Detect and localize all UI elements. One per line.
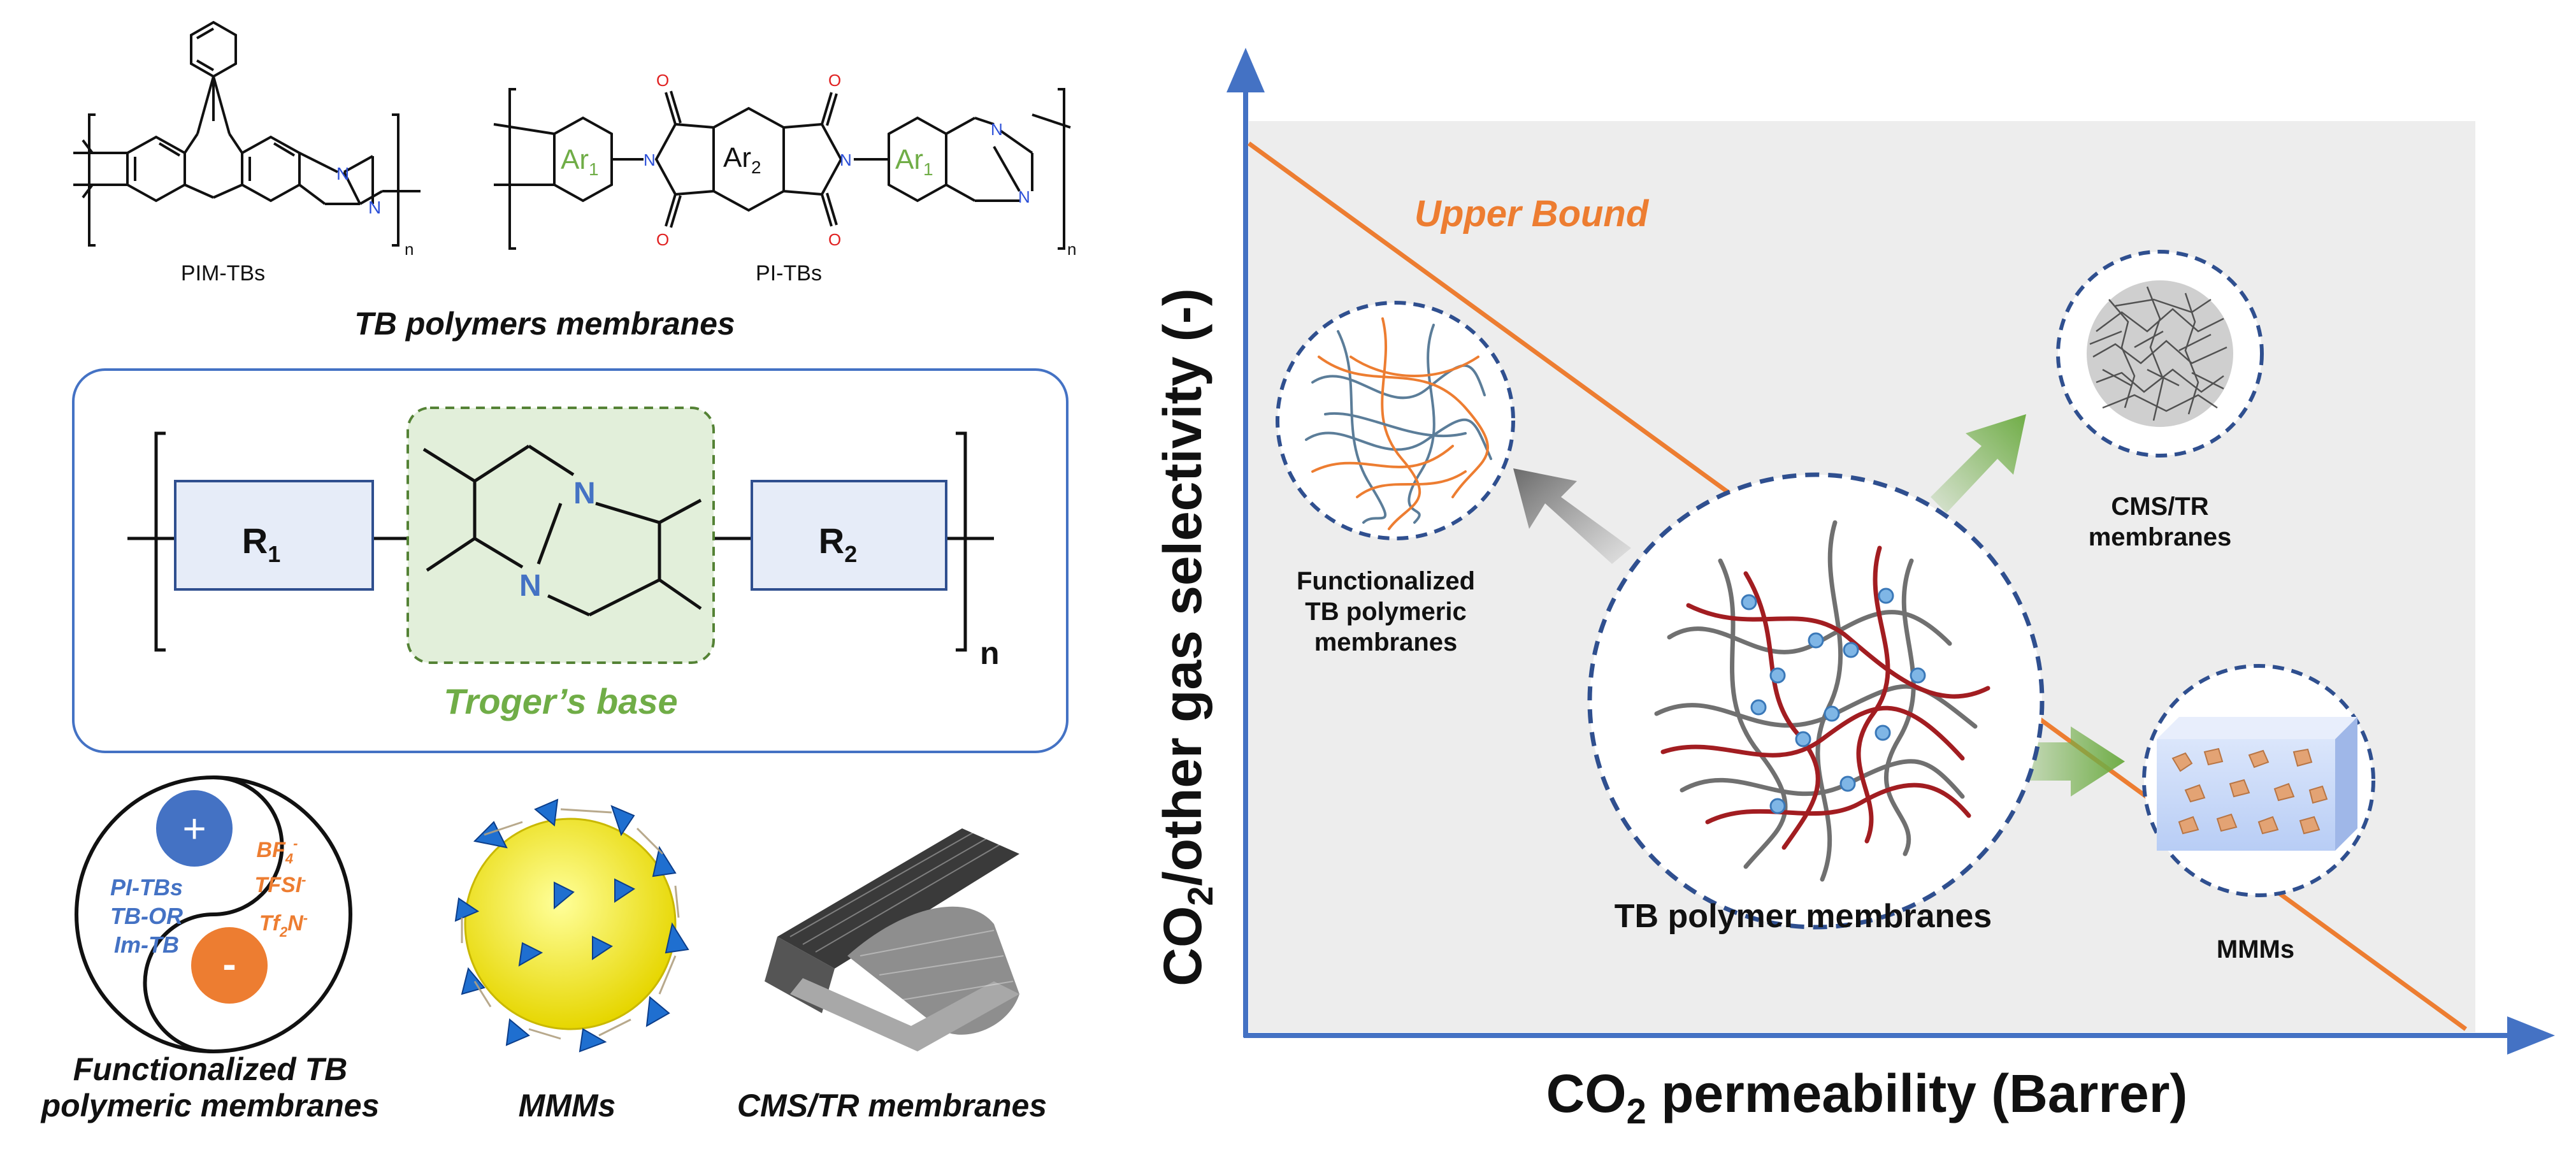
cation-pi-tbs: PI-TBs xyxy=(110,874,183,900)
pi-o-atom-1: O xyxy=(656,71,669,90)
functionalized-label-line3: membranes xyxy=(1314,628,1458,656)
pi-n-atom-tb1: N xyxy=(991,120,1003,139)
functionalized-label-line1: Functionalized xyxy=(1297,567,1475,595)
troger-core-skeleton xyxy=(422,444,702,617)
cms-label-line2: membranes xyxy=(2089,523,2232,551)
pi-o-atom-3: O xyxy=(828,71,841,90)
green-arrow-to-cms xyxy=(1931,414,2026,513)
pim-tb-label: PIM-TBs xyxy=(181,261,265,285)
troger-repeat-unit xyxy=(127,431,994,652)
pi-n-atom-left: N xyxy=(644,150,656,169)
functionalized-caption-line1: Functionalized TB xyxy=(73,1051,348,1087)
pim-tb-structure xyxy=(73,20,421,247)
pi-repeat-n: n xyxy=(1067,240,1076,259)
pi-ar1-left: Ar1 xyxy=(561,144,599,179)
mof-framework-image xyxy=(454,798,689,1053)
troger-n-atom-2: N xyxy=(519,569,542,603)
cms-sheet-image xyxy=(765,828,1019,1051)
pi-n-atom-right: N xyxy=(840,150,852,169)
cms-network-circle xyxy=(2056,250,2264,458)
pim-n-atom-2: N xyxy=(368,198,381,217)
tb-polymers-section-title: TB polymers membranes xyxy=(354,306,735,342)
functionalized-label-line2: TB polymeric xyxy=(1305,598,1466,626)
anion-bf4: BF4- xyxy=(257,835,298,867)
tb-polymer-membranes-label: TB polymer membranes xyxy=(1615,898,1992,935)
pi-o-atom-4: O xyxy=(828,230,841,249)
pi-tb-label: PI-TBs xyxy=(756,261,822,285)
pim-n-atom-1: N xyxy=(336,164,349,184)
troger-n-atom-1: N xyxy=(573,477,596,510)
anion-minus-sign: - xyxy=(222,941,236,987)
pi-tb-structure xyxy=(493,88,1071,250)
troger-base-caption: Troger’s base xyxy=(443,681,677,721)
cation-circle xyxy=(156,790,233,867)
y-axis-label: CO2/other gas selectivity (-) xyxy=(1153,288,1220,986)
pi-o-atom-2: O xyxy=(656,230,669,249)
mmms-plot-label: MMMs xyxy=(2217,935,2294,963)
r2-label: R2 xyxy=(819,521,857,567)
anion-tfsi: TFSI- xyxy=(255,872,306,897)
r1-box xyxy=(174,480,374,591)
troger-core-box xyxy=(407,407,715,664)
functionalized-caption-line2: polymeric membranes xyxy=(40,1088,380,1123)
x-axis-arrowhead xyxy=(2507,1016,2555,1055)
pi-n-atom-tb2: N xyxy=(1018,187,1030,206)
mmms-caption: MMMs xyxy=(519,1088,616,1123)
tb-polymer-network-circle xyxy=(1587,472,2045,930)
cation-im-tb: Im-TB xyxy=(114,932,179,958)
cms-label-line1: CMS/TR xyxy=(2111,493,2208,521)
upper-bound-label: Upper Bound xyxy=(1414,193,1650,234)
ionic-yinyang xyxy=(75,775,352,1053)
mmm-block-circle xyxy=(2142,664,2375,897)
x-axis-label: CO2 permeability (Barrer) xyxy=(1546,1064,2188,1131)
r2-box xyxy=(751,480,947,591)
troger-repeat-n: n xyxy=(980,635,1000,671)
anion-tf2n: Tf2N- xyxy=(259,910,308,940)
functionalized-network-circle xyxy=(1276,301,1515,540)
pim-repeat-n: n xyxy=(405,240,414,259)
pi-ar2: Ar2 xyxy=(723,142,761,177)
cation-plus-sign: + xyxy=(182,805,206,851)
y-axis-arrowhead xyxy=(1227,48,1265,92)
cms-tr-caption: CMS/TR membranes xyxy=(737,1088,1047,1123)
anion-circle xyxy=(191,927,268,1004)
gray-arrow-to-functionalized xyxy=(1513,468,1631,564)
cation-tb-or: TB-OR xyxy=(110,903,183,929)
pi-ar1-right: Ar1 xyxy=(895,144,933,179)
r1-label: R1 xyxy=(242,521,280,567)
